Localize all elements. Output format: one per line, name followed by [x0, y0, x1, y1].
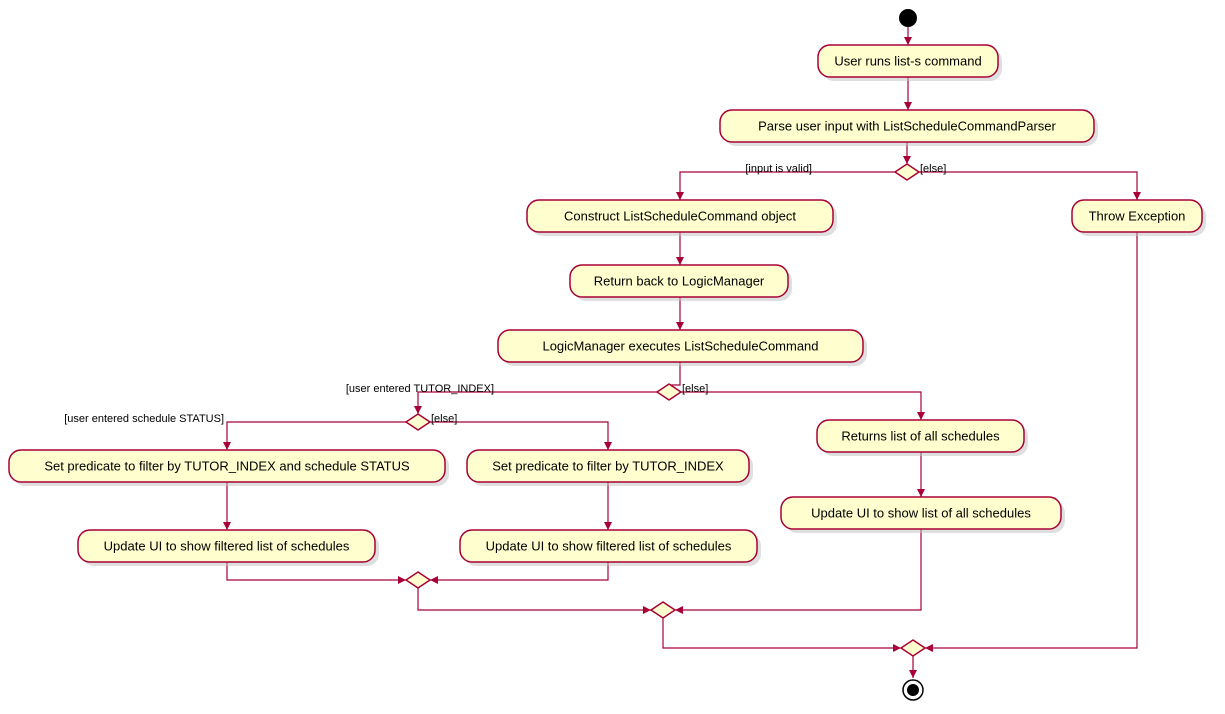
arrowhead	[904, 102, 912, 110]
guard-g1a: [input is valid]	[745, 163, 812, 175]
diamond-m3	[901, 640, 925, 656]
arrowhead	[903, 156, 911, 164]
activity-label-n4: Return back to LogicManager	[594, 273, 765, 288]
guard-g2a: [user entered TUTOR_INDEX]	[346, 383, 494, 395]
activity-label-n6: Throw Exception	[1089, 208, 1186, 223]
arrowhead	[676, 322, 684, 330]
activity-label-n8: Update UI to show list of all schedules	[811, 505, 1031, 520]
activity-label-n9: Set predicate to filter by TUTOR_INDEX a…	[44, 458, 410, 473]
arrowhead	[904, 37, 912, 45]
diamond-d1	[895, 164, 919, 180]
edge	[430, 422, 608, 450]
activity-label-n12: Update UI to show filtered list of sched…	[486, 538, 732, 553]
edge	[418, 588, 651, 610]
arrowhead	[909, 670, 917, 678]
edge	[681, 392, 921, 420]
edge	[680, 172, 895, 200]
arrowhead	[917, 489, 925, 497]
guard-g2b: [else]	[682, 383, 708, 395]
activity-label-n3: Construct ListScheduleCommand object	[564, 208, 796, 223]
diamond-m1	[406, 572, 430, 588]
guard-g1b: [else]	[920, 163, 946, 175]
diamond-m2	[651, 602, 675, 618]
arrowhead	[604, 522, 612, 530]
diamond-d3	[406, 414, 430, 430]
arrowhead	[414, 406, 422, 414]
edge	[919, 172, 1137, 200]
activity-label-n2: Parse user input with ListScheduleComman…	[758, 118, 1056, 133]
arrowhead	[676, 192, 684, 200]
start-node	[899, 9, 917, 27]
arrowhead	[676, 257, 684, 265]
arrowhead	[223, 442, 231, 450]
activity-label-n10: Update UI to show filtered list of sched…	[104, 538, 350, 553]
activity-label-n5: LogicManager executes ListScheduleComman…	[542, 338, 818, 353]
diamond-d2	[657, 384, 681, 400]
arrowhead	[604, 442, 612, 450]
arrowhead	[223, 522, 231, 530]
arrowhead	[1133, 192, 1141, 200]
edge	[418, 392, 657, 414]
activity-label-n11: Set predicate to filter by TUTOR_INDEX	[492, 458, 724, 473]
edge	[663, 618, 901, 648]
end-node-dot	[907, 684, 919, 696]
activity-label-n1: User runs list-s command	[834, 53, 981, 68]
arrowhead	[917, 412, 925, 420]
guard-g3b: [else]	[431, 413, 457, 425]
edge	[227, 422, 406, 450]
activity-label-n7: Returns list of all schedules	[841, 428, 1000, 443]
guard-g3a: [user entered schedule STATUS]	[64, 413, 224, 425]
